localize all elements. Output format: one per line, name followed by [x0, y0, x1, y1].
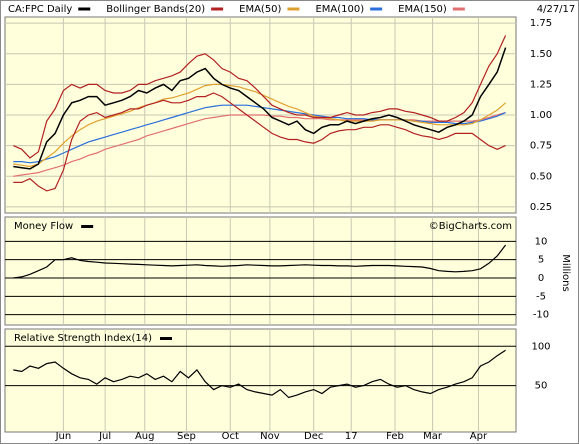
legend-swatch — [160, 337, 172, 340]
y-tick-label: 0.25 — [530, 202, 552, 213]
watermark: ©BigCharts.com — [429, 221, 512, 232]
y-tick-label: 1.00 — [530, 110, 552, 121]
x-tick-label: Sep — [177, 431, 196, 442]
indicator-line — [13, 349, 506, 399]
x-tick-label: Nov — [260, 431, 280, 442]
y-tick-label: 1.25 — [530, 79, 552, 90]
indicator-line — [13, 83, 506, 168]
panel-title: Relative Strength Index(14) — [14, 333, 152, 344]
indicator-line — [13, 244, 507, 279]
y-tick-label: 0.50 — [530, 171, 552, 182]
indicator-line — [13, 104, 506, 164]
y-tick-label: -5 — [536, 291, 546, 302]
legend-label: EMA(50) — [239, 4, 281, 15]
x-tick-label: Feb — [386, 431, 404, 442]
legend-label: Bollinger Bands(20) — [106, 4, 205, 15]
y-tick-label: 10 — [535, 236, 548, 247]
legend-swatch — [78, 7, 91, 11]
y-tick-label: 50 — [535, 381, 548, 392]
indicator-line — [13, 35, 507, 159]
y-axis-label: Millions — [560, 254, 571, 291]
legend-label: CA:FPC Daily — [8, 4, 72, 15]
plot-background — [4, 328, 517, 433]
x-tick-label: Dec — [304, 431, 323, 442]
y-tick-label: 0.75 — [530, 141, 552, 152]
x-tick-label: 17 — [345, 431, 358, 442]
y-tick-label: 100 — [531, 341, 550, 352]
plot-background — [4, 216, 517, 326]
legend-label: EMA(100) — [315, 4, 364, 15]
panel-title: Money Flow — [14, 221, 73, 232]
legend-swatch — [81, 225, 94, 228]
date-label: 4/27/17 — [537, 4, 576, 15]
legend-swatch — [211, 7, 224, 11]
band-line — [13, 92, 506, 192]
y-tick-label: 1.75 — [530, 18, 552, 29]
y-tick-label: 1.50 — [530, 49, 552, 60]
y-tick-label: -10 — [533, 310, 549, 321]
legend-swatch — [452, 7, 465, 11]
x-tick-label: Oct — [222, 431, 239, 442]
legend-swatch — [370, 7, 383, 11]
x-tick-label: Mar — [423, 431, 443, 442]
y-tick-label: 5 — [538, 255, 544, 266]
y-tick-label: 0 — [538, 273, 544, 284]
x-tick-label: Jul — [98, 431, 111, 442]
legend-label: EMA(150) — [398, 4, 447, 15]
x-tick-label: Apr — [470, 431, 488, 442]
x-tick-label: Aug — [135, 431, 155, 442]
legend-swatch — [287, 7, 300, 11]
price-line — [13, 47, 507, 170]
x-tick-label: Jun — [55, 431, 72, 442]
